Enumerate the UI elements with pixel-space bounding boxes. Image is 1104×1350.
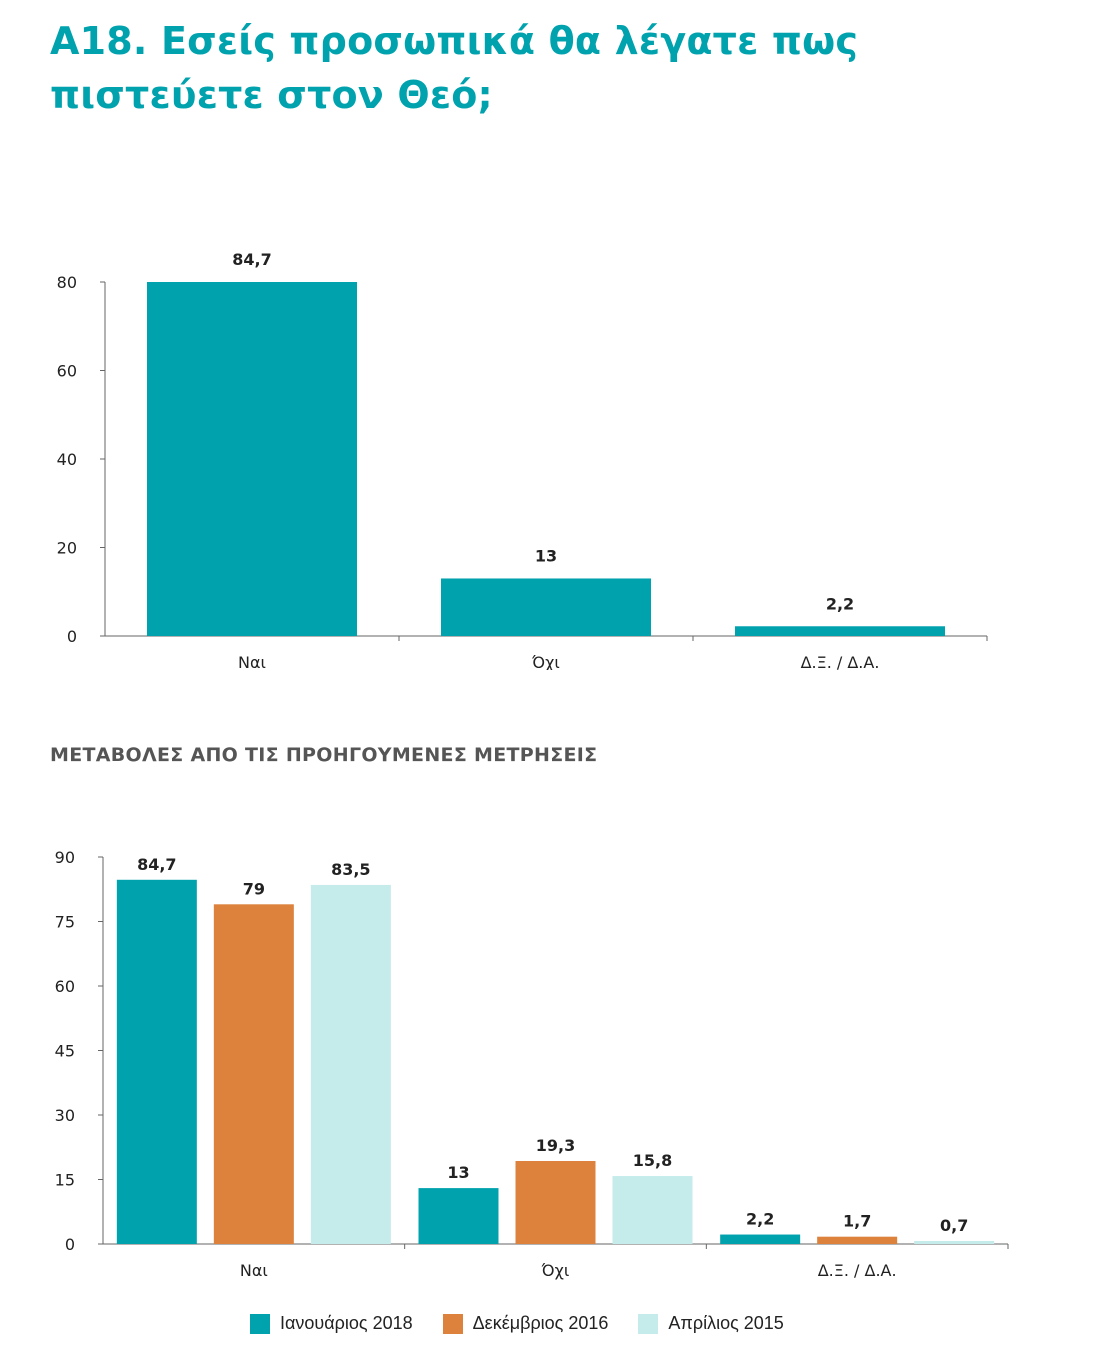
data-label: 2,2	[826, 594, 854, 613]
y-tick-label: 90	[55, 848, 75, 867]
bar	[418, 1188, 499, 1244]
page-title: Α18. Εσείς προσωπικά θα λέγατε πως πιστε…	[50, 19, 859, 117]
bar	[147, 282, 357, 636]
bar	[441, 578, 651, 636]
category-label: Δ.Ξ. / Δ.Α.	[818, 1261, 897, 1280]
y-tick-label: 80	[57, 273, 77, 292]
data-label: 84,7	[232, 250, 271, 269]
y-tick-label: 60	[57, 362, 77, 381]
bar	[213, 904, 294, 1244]
bar	[515, 1161, 596, 1244]
data-label: 0,7	[940, 1216, 968, 1235]
bar	[310, 884, 391, 1244]
bar	[914, 1240, 995, 1244]
y-tick-label: 45	[55, 1042, 75, 1061]
data-label: 79	[243, 879, 265, 898]
legend-swatch-2015	[638, 1313, 659, 1334]
legend-swatch-2016	[442, 1313, 463, 1334]
data-label: 2,2	[746, 1210, 774, 1229]
legend-item-2015: Απρίλιος 2015	[638, 1313, 784, 1334]
y-tick-label: 40	[57, 450, 77, 469]
y-tick-label: 30	[55, 1106, 75, 1125]
data-label: 83,5	[331, 860, 370, 879]
bar	[817, 1236, 898, 1244]
legend-label-2015: Απρίλιος 2015	[668, 1313, 784, 1333]
y-tick-label: 15	[55, 1171, 75, 1190]
data-label: 13	[447, 1163, 469, 1182]
legend-item-2018: Ιανουάριος 2018	[250, 1313, 413, 1334]
category-label: Δ.Ξ. / Δ.Α.	[801, 653, 880, 670]
chart-legend: Ιανουάριος 2018 Δεκέμβριος 2016 Απρίλιος…	[250, 1313, 784, 1334]
data-label: 19,3	[536, 1136, 575, 1155]
legend-label-2016: Δεκέμβριος 2016	[472, 1313, 609, 1333]
y-tick-label: 0	[65, 1235, 75, 1254]
legend-swatch-2018	[250, 1313, 270, 1334]
y-tick-label: 60	[55, 977, 75, 996]
belief-bar-chart: 0 20 40 60 80 84,7 Ναι 13 Όχι 2,2 Δ.Ξ. / Δ.Α.	[57, 250, 988, 670]
y-tick-label: 20	[57, 539, 77, 558]
y-tick-label: 75	[55, 913, 75, 932]
bar	[116, 879, 197, 1244]
data-label: 15,8	[633, 1151, 672, 1170]
category-label: Ναι	[238, 653, 266, 670]
bar	[720, 1234, 801, 1244]
data-label: 13	[535, 546, 557, 565]
y-tick-label: 0	[67, 627, 77, 646]
bar	[735, 626, 945, 636]
legend-label-2018: Ιανουάριος 2018	[280, 1313, 413, 1333]
comparison-bar-chart: 0 15 30 45 60 75 90 84,7 79 83,5 Ναι 13 19,3 15,8 Όχι 2…	[55, 848, 1009, 1280]
legend-item-2016: Δεκέμβριος 2016	[442, 1313, 609, 1334]
comparison-subtitle: ΜΕΤΑΒΟΛΕΣ ΑΠΟ ΤΙΣ ΠΡΟΗΓΟΥΜΕΝΕΣ ΜΕΤΡΗΣΕΙΣ	[50, 744, 598, 766]
data-label: 84,7	[137, 855, 176, 874]
category-label: Ναι	[240, 1261, 268, 1280]
category-label: Όχι	[541, 1261, 570, 1280]
bar	[612, 1176, 693, 1244]
data-label: 1,7	[843, 1212, 871, 1231]
category-label: Όχι	[531, 653, 560, 670]
